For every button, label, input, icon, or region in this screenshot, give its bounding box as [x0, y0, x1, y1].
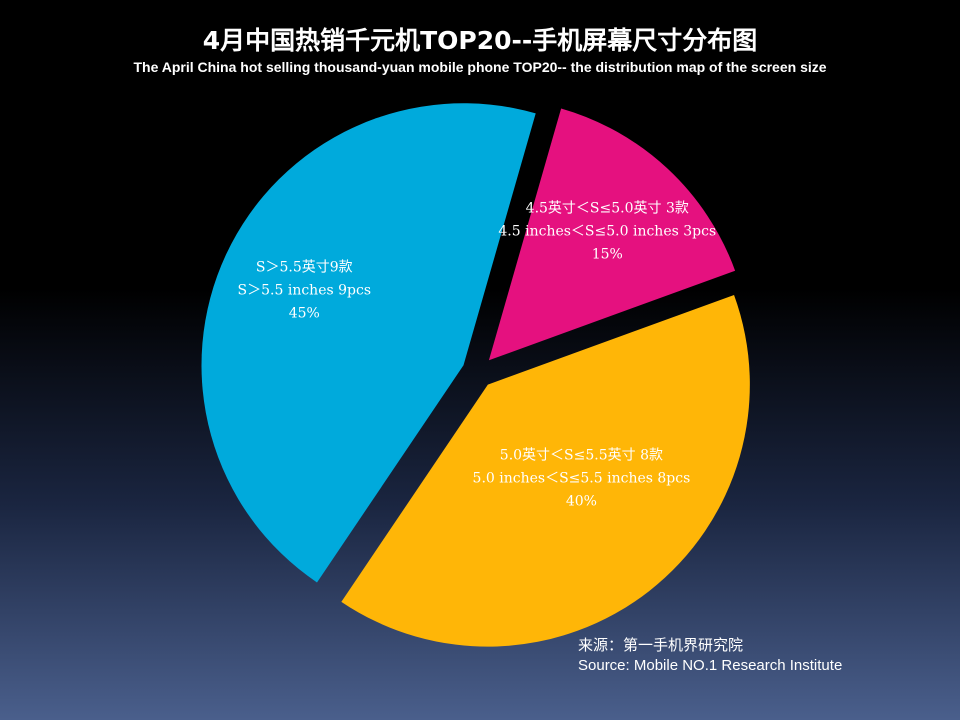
- slice-percent-label: 15%: [592, 247, 623, 263]
- pie-slice: [341, 294, 750, 647]
- slice-label-cn: 4.5英寸＜S≤5.0英寸 3款: [526, 200, 689, 217]
- slice-percent-label: 45%: [289, 306, 320, 322]
- slice-label-en: 5.0 inches＜S≤5.5 inches 8pcs: [473, 470, 691, 486]
- source-en: Source: Mobile NO.1 Research Institute: [578, 657, 843, 674]
- slice-percent-label: 40%: [566, 493, 597, 509]
- pie-slice: [201, 103, 536, 583]
- source-cn: 来源：第一手机界研究院: [578, 637, 744, 654]
- slice-label-en: S＞5.5 inches 9pcs: [238, 283, 371, 299]
- chart-title: 4月中国热销千元机TOP20--手机屏幕尺寸分布图: [202, 26, 758, 55]
- pie-slice: [488, 108, 736, 361]
- slice-label-cn: 5.0英寸＜S≤5.5英寸 8款: [500, 446, 663, 463]
- slice-label-cn: S＞5.5英寸9款: [256, 259, 353, 276]
- source-note: 来源：第一手机界研究院 Source: Mobile NO.1 Research…: [578, 636, 842, 676]
- chart-subtitle: The April China hot selling thousand-yua…: [133, 59, 827, 75]
- slice-label-en: 4.5 inches＜S≤5.0 inches 3pcs: [498, 224, 716, 240]
